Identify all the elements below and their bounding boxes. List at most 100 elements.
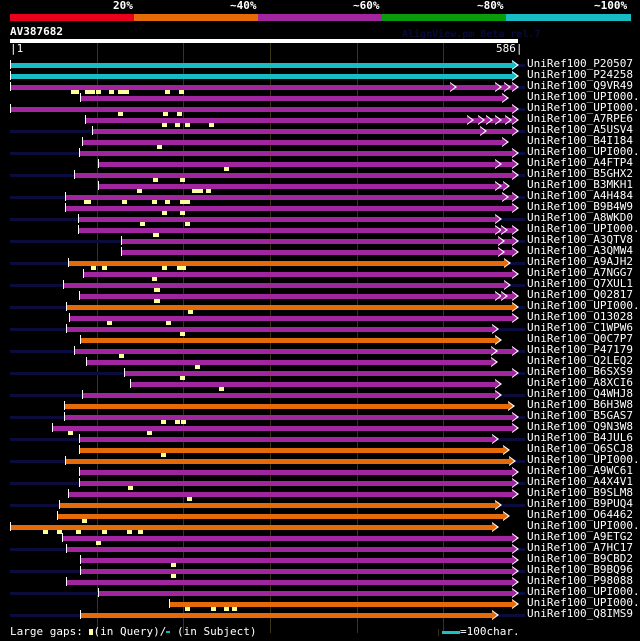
hit-bar[interactable] — [121, 250, 513, 255]
hit-name-link[interactable]: UniRef100_A3QTV8 — [527, 233, 633, 246]
hit-name-link[interactable]: UniRef100_UPI000.. — [527, 519, 640, 532]
hit-name-link[interactable]: UniRef100_B4I184 — [527, 134, 633, 147]
hit-name-link[interactable]: UniRef100_P98088 — [527, 574, 633, 587]
hit-bar[interactable] — [69, 316, 513, 321]
alignment-row[interactable]: UniRef100_A7NGG7 — [0, 266, 640, 281]
hit-name-link[interactable]: UniRef100_Q2LEQ2 — [527, 354, 633, 367]
hit-name-link[interactable]: UniRef100_A9ETG2 — [527, 530, 633, 543]
hit-bar[interactable] — [10, 63, 513, 68]
hit-bar[interactable] — [65, 195, 513, 200]
alignment-row[interactable]: UniRef100_P24258 — [0, 69, 640, 82]
alignment-row[interactable]: UniRef100_A5USV4 — [0, 124, 640, 137]
hit-bar[interactable] — [64, 404, 509, 409]
hit-bar[interactable] — [66, 327, 493, 332]
alignment-row[interactable]: UniRef100_UPI000.. — [0, 223, 640, 237]
alignment-row[interactable]: UniRef100_B9B4W9 — [0, 201, 640, 215]
hit-bar[interactable] — [169, 602, 513, 607]
alignment-row[interactable]: UniRef100_P47179 — [0, 343, 640, 358]
alignment-row[interactable]: UniRef100_B5GHX2 — [0, 167, 640, 182]
hit-bar[interactable] — [66, 305, 513, 310]
hit-name-link[interactable]: UniRef100_A4H484 — [527, 189, 633, 202]
alignment-row[interactable]: UniRef100_A4H484 — [0, 189, 640, 204]
hit-bar[interactable] — [92, 129, 513, 134]
alignment-row[interactable]: UniRef100_A9ETG2 — [0, 530, 640, 545]
alignment-row[interactable]: UniRef100_Q6SCJ8 — [0, 442, 640, 457]
hit-bar[interactable] — [79, 470, 513, 475]
hit-name-link[interactable]: UniRef100_Q6SCJ8 — [527, 442, 633, 455]
alignment-row[interactable]: UniRef100_B9BQ96 — [0, 564, 640, 578]
hit-bar[interactable] — [10, 85, 513, 90]
alignment-row[interactable]: UniRef100_A4FTP4 — [0, 157, 640, 171]
hit-bar[interactable] — [79, 437, 493, 442]
alignment-row[interactable]: UniRef100_Q9N3W8 — [0, 420, 640, 435]
alignment-row[interactable]: UniRef100_A7HC17 — [0, 542, 640, 555]
alignment-row[interactable]: UniRef100_Q9VR49 — [0, 79, 640, 94]
hit-name-link[interactable]: UniRef100_A4X4V1 — [527, 475, 633, 488]
hit-bar[interactable] — [98, 162, 513, 167]
hit-bar[interactable] — [98, 184, 504, 189]
hit-name-link[interactable]: UniRef100_Q0C7P7 — [527, 332, 633, 345]
hit-bar[interactable] — [65, 459, 510, 464]
hit-bar[interactable] — [83, 272, 513, 277]
hit-name-link[interactable]: UniRef100_B5GAS7 — [527, 409, 633, 422]
hit-name-link[interactable]: UniRef100_UPI000.. — [527, 90, 640, 103]
alignment-row[interactable]: UniRef100_B3MKH1 — [0, 178, 640, 193]
hit-name-link[interactable]: UniRef100_Q8IMS9 — [527, 607, 633, 620]
hit-name-link[interactable]: UniRef100_B9PUQ4 — [527, 497, 633, 510]
hit-name-link[interactable]: UniRef100_Q9N3W8 — [527, 420, 633, 433]
hit-bar[interactable] — [78, 217, 496, 222]
alignment-row[interactable]: UniRef100_O64462 — [0, 509, 640, 523]
alignment-row[interactable]: UniRef100_P20507 — [0, 57, 640, 71]
hit-bar[interactable] — [80, 338, 496, 343]
hit-name-link[interactable]: UniRef100_A3QMW4 — [527, 244, 633, 257]
hit-bar[interactable] — [63, 283, 505, 288]
alignment-row[interactable]: UniRef100_B5GAS7 — [0, 409, 640, 424]
hit-bar[interactable] — [80, 613, 493, 618]
hit-name-link[interactable]: UniRef100_P47179 — [527, 343, 633, 356]
hit-name-link[interactable]: UniRef100_B9CBD2 — [527, 552, 633, 565]
hit-bar[interactable] — [68, 261, 505, 266]
hit-name-link[interactable]: UniRef100_A8WKD0 — [527, 211, 633, 224]
hit-bar[interactable] — [10, 74, 513, 79]
alignment-row[interactable]: UniRef100_A9AJH2 — [0, 256, 640, 270]
alignment-row[interactable]: UniRef100_B4JUL6 — [0, 432, 640, 445]
alignment-row[interactable]: UniRef100_Q4WHJ8 — [0, 388, 640, 401]
hit-bar[interactable] — [59, 503, 496, 508]
alignment-row[interactable]: UniRef100_C1WPW6 — [0, 322, 640, 336]
alignment-row[interactable]: UniRef100_UPI000.. — [0, 519, 640, 534]
hit-name-link[interactable]: UniRef100_Q02817 — [527, 288, 633, 301]
alignment-row[interactable]: UniRef100_Q7XUL1 — [0, 277, 640, 292]
hit-bar[interactable] — [74, 173, 513, 178]
hit-name-link[interactable]: UniRef100_B6SXS9 — [527, 365, 633, 378]
hit-name-link[interactable]: UniRef100_B3MKH1 — [527, 178, 633, 191]
alignment-row[interactable]: UniRef100_A8XCI6 — [0, 376, 640, 391]
hit-bar[interactable] — [79, 151, 513, 156]
hit-bar[interactable] — [85, 118, 513, 123]
hit-name-link[interactable]: UniRef100_A7NGG7 — [527, 266, 633, 279]
alignment-row[interactable]: UniRef100_B6SXS9 — [0, 365, 640, 380]
hit-name-link[interactable]: UniRef100_O13028 — [527, 310, 633, 323]
hit-name-link[interactable]: UniRef100_A8XCI6 — [527, 376, 633, 389]
hit-bar[interactable] — [86, 360, 492, 365]
hit-name-link[interactable]: UniRef100_B5GHX2 — [527, 167, 633, 180]
hit-name-link[interactable]: UniRef100_P20507 — [527, 57, 633, 70]
hit-bar[interactable] — [80, 569, 513, 574]
hit-name-link[interactable]: UniRef100_Q7XUL1 — [527, 277, 633, 290]
alignment-row[interactable]: UniRef100_UPI000.. — [0, 453, 640, 467]
hit-name-link[interactable]: UniRef100_Q9VR49 — [527, 79, 633, 92]
alignment-row[interactable]: UniRef100_A3QTV8 — [0, 233, 640, 247]
hit-name-link[interactable]: UniRef100_B6H3W8 — [527, 398, 633, 411]
hit-name-link[interactable]: UniRef100_UPI000.. — [527, 453, 640, 466]
alignment-row[interactable]: UniRef100_B9SLM8 — [0, 487, 640, 501]
hit-bar[interactable] — [82, 140, 503, 145]
hit-bar[interactable] — [79, 448, 504, 453]
alignment-row[interactable]: UniRef100_UPI000.. — [0, 146, 640, 159]
alignment-row[interactable]: UniRef100_UPI000.. — [0, 597, 640, 611]
hit-bar[interactable] — [68, 492, 513, 497]
hit-bar[interactable] — [52, 426, 513, 431]
alignment-row[interactable]: UniRef100_A4X4V1 — [0, 475, 640, 490]
alignment-row[interactable]: UniRef100_UPI000.. — [0, 90, 640, 104]
hit-name-link[interactable]: UniRef100_A7RPE6 — [527, 112, 633, 125]
hit-bar[interactable] — [65, 206, 513, 211]
alignment-row[interactable]: UniRef100_Q2LEQ2 — [0, 354, 640, 369]
